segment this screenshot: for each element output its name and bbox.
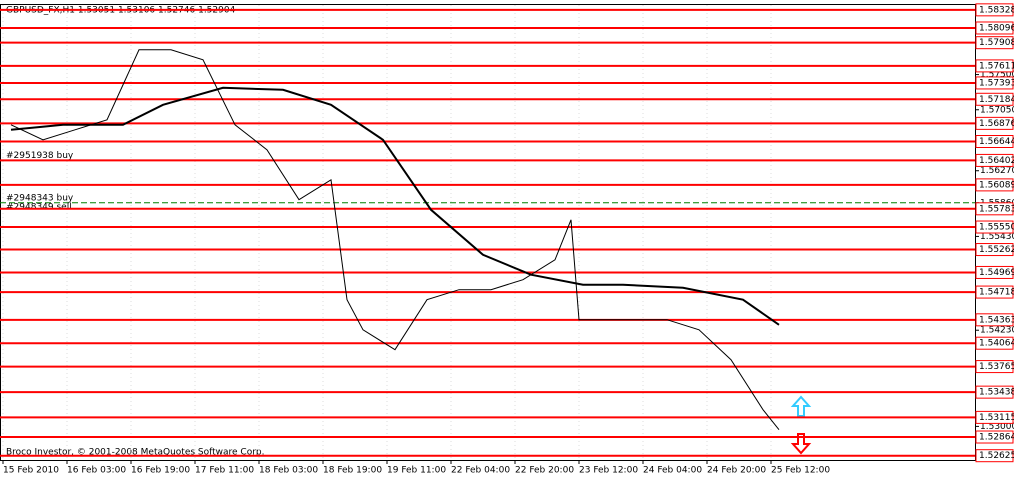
level-box — [975, 36, 1014, 50]
x-tick-label: 16 Feb 03:00 — [67, 466, 126, 476]
footer: Broco Investor, © 2001-2008 MetaQuotes S… — [6, 448, 265, 458]
level-box — [975, 449, 1014, 463]
x-tick-label: 15 Feb 2010 — [3, 466, 59, 476]
level-label: 1.54363 — [979, 315, 1014, 325]
level-label: 1.58328 — [979, 5, 1014, 15]
level-label: 1.53115 — [979, 413, 1014, 423]
y-tick-label: 1.57500 — [980, 70, 1014, 80]
level-box — [975, 3, 1014, 17]
level-label: 1.53765 — [979, 362, 1014, 372]
x-tick-label: 22 Feb 20:00 — [515, 466, 574, 476]
x-tick-label: 19 Feb 11:00 — [387, 466, 446, 476]
y-tick-label: 1.54230 — [980, 326, 1014, 336]
x-tick-label: 16 Feb 19:00 — [131, 466, 190, 476]
level-label: 1.55783 — [979, 204, 1014, 214]
level-label: 1.57611 — [979, 61, 1014, 71]
level-box — [975, 336, 1014, 350]
level-label: 1.55550 — [979, 223, 1014, 233]
x-tick-label: 18 Feb 03:00 — [259, 466, 318, 476]
level-label: 1.57908 — [979, 38, 1014, 48]
level-box — [975, 178, 1014, 192]
x-tick-label: 24 Feb 20:00 — [707, 466, 766, 476]
price-line — [10, 86, 780, 326]
level-label: 1.57184 — [979, 95, 1014, 105]
level-label: 1.56644 — [979, 137, 1014, 147]
level-label: 1.52864 — [979, 433, 1014, 443]
x-tick-label: 18 Feb 19:00 — [323, 466, 382, 476]
level-label: 1.52625 — [979, 451, 1014, 461]
level-box — [975, 76, 1014, 90]
level-box — [975, 153, 1014, 167]
x-tick-label: 23 Feb 12:00 — [579, 466, 638, 476]
level-box — [975, 410, 1014, 424]
level-label: 1.53438 — [979, 388, 1014, 398]
level-label: 1.54718 — [979, 288, 1014, 298]
level-box — [975, 202, 1014, 216]
level-label: 1.58096 — [979, 23, 1014, 33]
y-tick-label: 1.57050 — [980, 105, 1014, 115]
level-box — [975, 135, 1014, 148]
level-box — [975, 285, 1014, 299]
level-box — [975, 220, 1014, 234]
level-box — [975, 360, 1014, 374]
y-tick-label: 1.56270 — [980, 166, 1014, 176]
level-label: 1.56402 — [979, 156, 1014, 166]
level-label: 1.54969 — [979, 268, 1014, 278]
y-tick-label: 1.53000 — [980, 422, 1014, 432]
level-label: 1.55262 — [979, 245, 1014, 255]
order-label: #2951938 buy — [6, 151, 74, 161]
level-box — [975, 21, 1014, 35]
order-label: #2948343 buy — [6, 193, 74, 203]
buy-arrow — [790, 395, 812, 417]
level-box — [975, 313, 1014, 327]
level-label: 1.56876 — [979, 119, 1014, 129]
level-box — [975, 265, 1014, 279]
sell-arrow — [790, 433, 812, 455]
level-label: 1.57393 — [979, 78, 1014, 88]
level-label: 1.56089 — [979, 180, 1014, 190]
y-tick-label: 1.55430 — [980, 232, 1014, 242]
level-box — [975, 430, 1014, 444]
x-tick-label: 25 Feb 12:00 — [771, 466, 830, 476]
level-box — [975, 243, 1014, 257]
x-tick-label: 17 Feb 11:00 — [195, 466, 254, 476]
level-box — [975, 92, 1014, 106]
level-box — [975, 385, 1014, 399]
x-tick-label: 22 Feb 04:00 — [451, 466, 510, 476]
level-box — [975, 59, 1014, 73]
order-label: #2948349 sell — [6, 202, 72, 212]
price-line — [10, 49, 780, 431]
level-label: 1.54064 — [979, 339, 1014, 349]
level-box — [975, 116, 1014, 130]
x-tick-label: 24 Feb 04:00 — [643, 466, 702, 476]
